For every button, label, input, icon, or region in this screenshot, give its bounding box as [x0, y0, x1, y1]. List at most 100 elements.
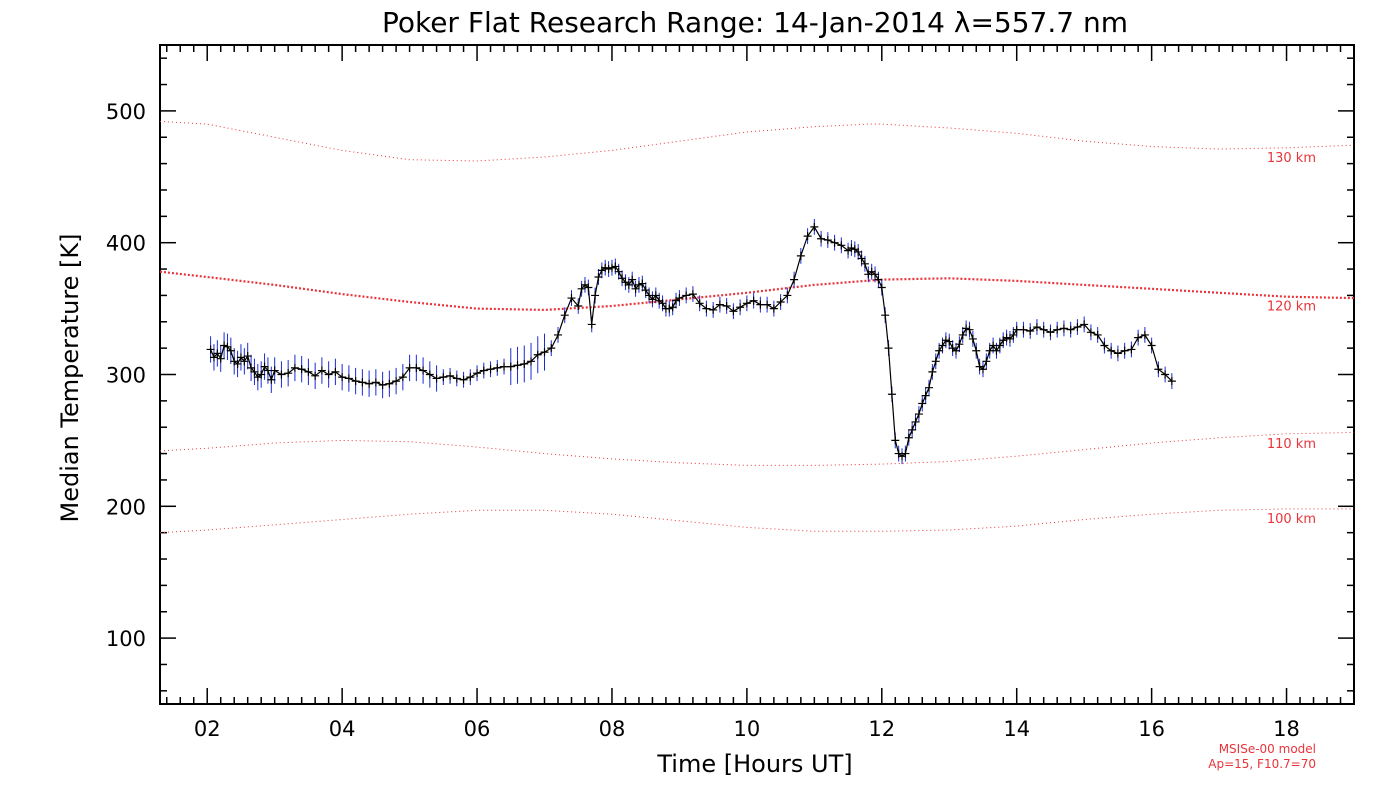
- x-tick-label: 04: [329, 717, 356, 741]
- data-point: [591, 291, 600, 300]
- data-point: [854, 247, 863, 256]
- data-point: [965, 325, 974, 334]
- data-point: [1140, 330, 1149, 339]
- data-point: [240, 357, 249, 366]
- data-point: [742, 299, 751, 308]
- data-point: [233, 359, 242, 368]
- data-point: [439, 373, 448, 382]
- data-point: [1154, 365, 1163, 374]
- data-point: [419, 366, 428, 375]
- data-point: [847, 243, 856, 252]
- data-point: [533, 350, 542, 359]
- data-point: [857, 254, 866, 263]
- data-point: [908, 425, 917, 434]
- data-point: [1073, 323, 1082, 332]
- data-point: [736, 303, 745, 312]
- data-point: [1005, 334, 1014, 343]
- data-point: [1167, 377, 1176, 386]
- data-point: [587, 320, 596, 329]
- data-point: [1046, 328, 1055, 337]
- data-point: [236, 353, 245, 362]
- data-point: [914, 410, 923, 419]
- data-point: [297, 365, 306, 374]
- data-point: [911, 417, 920, 426]
- y-tick-label: 500: [106, 100, 146, 124]
- data-point: [1080, 320, 1089, 329]
- data-point: [263, 366, 272, 375]
- data-point: [385, 379, 394, 388]
- data-point: [709, 305, 718, 314]
- data-point: [823, 236, 832, 245]
- data-point: [473, 369, 482, 378]
- data-point: [982, 357, 991, 366]
- data-point: [1032, 323, 1041, 332]
- data-point: [277, 370, 286, 379]
- data-point: [1120, 346, 1129, 355]
- data-point: [466, 373, 475, 382]
- x-axis-label: Time [Hours UT]: [656, 750, 852, 778]
- data-point: [213, 349, 222, 358]
- data-point: [209, 353, 218, 362]
- data-point: [358, 378, 367, 387]
- data-point: [425, 370, 434, 379]
- model-curve-label: 110 km: [1267, 437, 1316, 452]
- data-point: [554, 330, 562, 339]
- data-point: [540, 348, 549, 357]
- data-point: [459, 375, 468, 384]
- data-point: [338, 373, 347, 382]
- data-point: [628, 275, 637, 284]
- model-curve-130-km: [159, 120, 1355, 162]
- data-point: [206, 345, 215, 354]
- y-tick-label: 400: [106, 232, 146, 256]
- data-point: [790, 275, 799, 284]
- y-tick-label: 300: [106, 364, 146, 388]
- data-point: [918, 399, 927, 408]
- data-point: [783, 291, 792, 300]
- data-point: [1066, 325, 1075, 334]
- model-note-params: Ap=15, F10.7=70: [1208, 757, 1316, 771]
- data-point: [226, 346, 235, 355]
- data-point: [776, 298, 785, 307]
- data-point: [1026, 327, 1035, 336]
- data-point: [955, 340, 964, 349]
- data-point: [1147, 341, 1156, 350]
- data-point: [901, 449, 910, 458]
- data-point: [1009, 330, 1018, 339]
- data-point: [817, 234, 826, 243]
- data-point: [682, 291, 691, 300]
- data-point: [638, 279, 647, 288]
- data-point: [223, 342, 232, 351]
- x-tick-label: 16: [1138, 717, 1165, 741]
- data-point: [267, 375, 276, 384]
- data-point: [830, 238, 839, 247]
- model-note-name: MSISe-00 model: [1219, 742, 1316, 756]
- data-point: [270, 366, 279, 375]
- data-point: [317, 366, 326, 375]
- data-point: [506, 362, 515, 371]
- data-point: [978, 365, 987, 374]
- data-point: [749, 296, 758, 305]
- data-point: [1107, 346, 1116, 355]
- x-tick-label: 02: [194, 717, 221, 741]
- x-tick-label: 06: [464, 717, 491, 741]
- data-point: [995, 341, 1004, 350]
- data-point: [344, 374, 353, 383]
- data-point: [601, 263, 610, 272]
- data-point: [968, 334, 977, 343]
- data-point: [877, 283, 886, 292]
- x-tick-label: 08: [599, 717, 626, 741]
- data-point: [972, 346, 981, 355]
- data-point: [247, 363, 256, 372]
- data-point: [675, 294, 684, 303]
- data-point: [527, 357, 536, 366]
- data-point: [925, 383, 934, 392]
- data-point: [945, 337, 954, 346]
- data-point: [702, 304, 711, 313]
- data-point: [260, 362, 269, 371]
- data-point: [688, 290, 697, 299]
- data-point: [479, 366, 488, 375]
- data-point: [729, 307, 738, 316]
- data-point: [607, 263, 616, 272]
- data-point: [1012, 325, 1021, 334]
- data-point: [513, 361, 522, 370]
